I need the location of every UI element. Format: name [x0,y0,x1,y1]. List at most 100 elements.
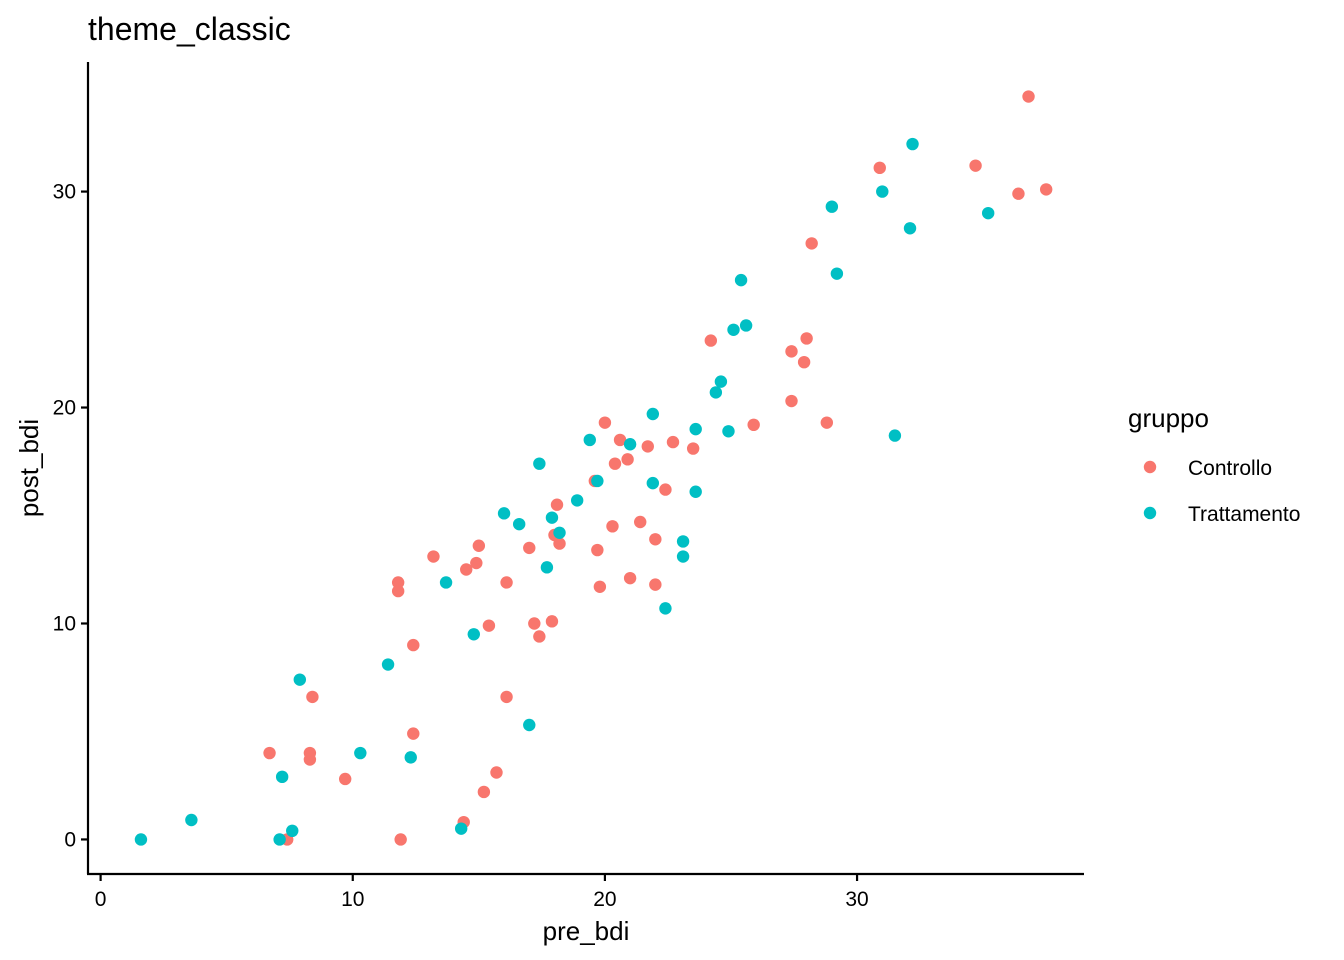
y-tick-label-0: 0 [64,828,76,851]
point-controllo-18 [621,453,634,466]
point-trattamento-12 [689,422,702,436]
point-trattamento-30 [659,602,672,615]
legend: gruppo Controllo Trattamento [1128,403,1300,526]
y-tick-label-30: 30 [53,181,76,204]
point-controllo-29 [591,543,604,557]
point-controllo-16 [666,435,680,449]
point-controllo-13 [598,416,612,429]
point-trattamento-28 [540,561,554,574]
point-trattamento-9 [714,375,728,388]
point-controllo-17 [686,442,700,455]
point-trattamento-34 [523,718,536,732]
point-controllo-56 [394,833,407,846]
point-trattamento-10 [709,386,723,399]
point-controllo-22 [550,498,564,511]
point-trattamento-2 [981,206,995,220]
point-controllo-40 [482,619,496,632]
point-controllo-53 [477,785,491,799]
point-trattamento-0 [906,137,919,151]
point-controllo-5 [805,237,818,250]
chart-title: theme_classic [88,11,291,47]
point-trattamento-39 [454,822,468,835]
point-controllo-31 [427,550,440,563]
point-controllo-52 [490,766,503,779]
point-trattamento-8 [727,323,740,336]
point-controllo-36 [500,576,513,589]
point-trattamento-15 [583,433,596,447]
point-controllo-23 [606,520,619,533]
point-trattamento-26 [676,535,690,548]
point-controllo-4 [873,161,886,175]
legend-key-controllo [1143,460,1157,474]
point-controllo-11 [820,416,834,429]
point-trattamento-19 [646,476,660,490]
y-axis-title: post_bdi [14,419,44,517]
point-trattamento-14 [888,429,902,442]
point-controllo-30 [472,539,486,552]
y-axis-ticks: 0 10 20 30 [53,181,88,851]
point-trattamento-22 [497,507,511,520]
point-controllo-35 [391,584,405,598]
point-trattamento-37 [275,770,289,784]
point-controllo-46 [500,690,513,704]
point-trattamento-1 [876,185,889,198]
point-trattamento-21 [570,494,584,507]
point-controllo-32 [470,556,483,570]
point-controllo-24 [634,515,647,529]
point-trattamento-20 [689,485,702,498]
x-axis-title: pre_bdi [543,916,630,946]
point-trattamento-18 [591,474,604,488]
point-trattamento-6 [734,273,748,287]
point-controllo-14 [613,433,627,447]
legend-title: gruppo [1128,403,1209,433]
point-trattamento-13 [722,425,735,438]
point-controllo-27 [649,533,662,546]
point-trattamento-24 [512,517,526,531]
point-controllo-50 [303,753,317,766]
point-trattamento-35 [354,746,367,760]
point-controllo-38 [623,571,637,585]
x-tick-label-20: 20 [593,888,616,911]
point-trattamento-40 [286,824,299,838]
point-trattamento-16 [623,438,637,451]
point-controllo-44 [407,638,420,652]
point-trattamento-7 [739,319,753,332]
legend-label-controllo: Controllo [1188,457,1272,480]
point-trattamento-36 [404,751,417,764]
point-controllo-33 [460,563,473,576]
point-trattamento-29 [439,576,453,589]
point-trattamento-23 [545,511,559,524]
point-controllo-7 [800,332,813,345]
point-controllo-9 [797,355,811,369]
point-controllo-42 [545,615,559,628]
point-controllo-48 [263,746,276,760]
point-controllo-39 [649,578,662,591]
point-trattamento-27 [676,550,690,563]
point-trattamento-4 [903,222,917,235]
point-controllo-21 [659,483,672,496]
point-controllo-28 [523,541,536,555]
point-trattamento-32 [381,658,395,671]
point-controllo-0 [1022,90,1035,103]
point-controllo-51 [338,772,352,786]
point-controllo-3 [969,159,982,172]
point-trattamento-41 [134,833,148,846]
y-tick-label-10: 10 [53,612,76,635]
point-trattamento-38 [185,813,198,827]
point-controllo-34 [391,576,405,589]
point-controllo-45 [306,690,319,704]
point-trattamento-5 [830,267,844,280]
point-controllo-37 [593,580,607,593]
x-tick-label-0: 0 [95,888,107,911]
point-trattamento-17 [533,457,546,470]
legend-key-trattamento [1143,506,1157,520]
x-tick-label-10: 10 [341,888,364,911]
point-controllo-10 [785,394,798,408]
point-trattamento-42 [273,833,286,846]
legend-label-trattamento: Trattamento [1188,503,1300,526]
point-controllo-26 [553,537,566,550]
point-trattamento-3 [825,200,839,213]
x-tick-label-30: 30 [845,888,868,911]
x-axis-ticks: 0 10 20 30 [95,874,869,911]
